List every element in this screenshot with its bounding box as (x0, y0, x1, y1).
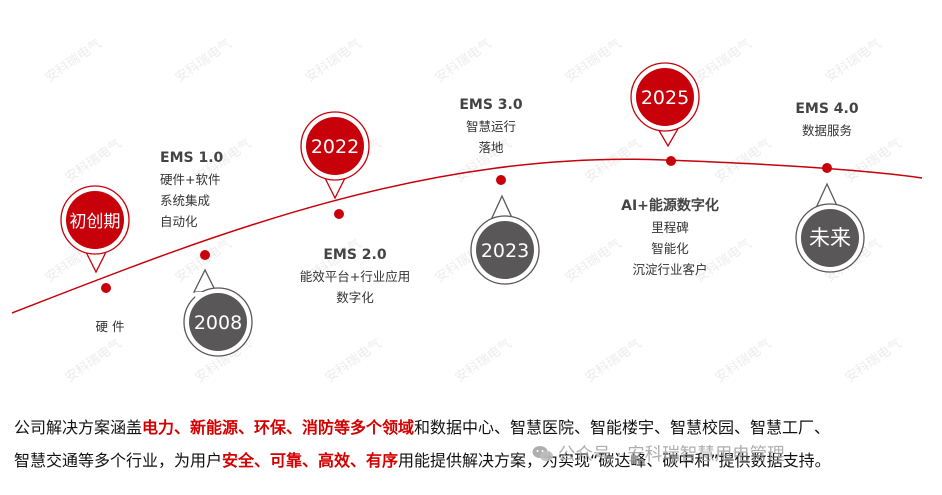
badge-label: 未来 (809, 226, 851, 250)
timeline-dot (334, 209, 344, 219)
milestone-line: 智慧运行 (465, 119, 516, 134)
milestone-title: EMS 3.0 (459, 97, 523, 113)
milestone-badge-future: 未来 (795, 182, 865, 273)
milestone-label-ems3: EMS 3.0 智慧运行 落地 (446, 95, 536, 158)
milestone-badge-2022: 2022 (300, 111, 370, 200)
milestone-title: EMS 4.0 (795, 101, 859, 117)
footer-part: 和数据中心、智慧医院、智能楼宇、智慧校园、智慧工厂、 (414, 418, 831, 437)
badge-label: 初创期 (70, 212, 121, 232)
wechat-icon (532, 446, 553, 462)
milestone-line: 智能化 (651, 241, 689, 256)
milestone-label-ems2: EMS 2.0 能效平台+行业应用 数字化 (280, 245, 430, 308)
footer-highlight: 电力、新能源、环保、消防等多个领域 (142, 418, 415, 437)
milestone-line: 里程碑 (651, 220, 689, 235)
timeline-dot (101, 283, 111, 293)
badge-label: 2022 (311, 136, 359, 158)
wechat-watermark-text: 公众号 · 安科瑞智慧用电管理 (558, 445, 785, 465)
markers-group: 初创期 2008 2022 2023 2025 未来 (60, 62, 865, 357)
milestone-badge-2023: 2023 (470, 194, 540, 285)
milestone-label-ems1: EMS 1.0 硬件+软件 系统集成 自动化 (160, 148, 250, 232)
badge-fill (66, 191, 124, 249)
footer-text: 公司解决方案涵盖电力、新能源、环保、消防等多个领域和数据中心、智慧医院、智能楼宇… (14, 411, 934, 477)
footer-highlight: 安全、可靠、高效、有序 (222, 451, 399, 470)
milestone-line: 系统集成 (160, 193, 211, 208)
milestone-label-ems4: EMS 4.0 数据服务 (782, 99, 872, 141)
milestone-badge-startup: 初创期 (60, 185, 130, 274)
timeline-dot (666, 156, 676, 166)
badge-label: 2008 (194, 312, 242, 334)
milestone-label-startup: 硬 件 (80, 316, 140, 337)
footer-part: 用能提供解决方案，为实现“碳达峰、碳中和”提供数据支持。 (398, 451, 831, 470)
badge-fill (189, 293, 247, 351)
milestone-line: 落地 (478, 140, 504, 155)
milestone-badge-2008: 2008 (183, 268, 253, 357)
milestone-title: AI+能源数字化 (621, 198, 719, 214)
milestone-title: EMS 1.0 (160, 150, 224, 166)
wechat-watermark: 公众号 · 安科瑞智慧用电管理 (532, 441, 785, 466)
timeline-dot (200, 250, 210, 260)
timeline-curve (11, 158, 923, 314)
timeline-diagram: 初创期 2008 2022 2023 2025 未来 (11, 62, 923, 357)
badge-label: 2025 (641, 87, 689, 109)
badge-fill (801, 209, 859, 267)
badge-fill (306, 117, 364, 175)
badge-joint (195, 292, 215, 298)
milestone-line: 硬件+软件 (160, 172, 221, 187)
badge-fill (636, 68, 694, 126)
milestone-label-ai: AI+能源数字化 里程碑 智能化 沉淀行业客户 (605, 196, 735, 280)
timeline-dot (496, 175, 506, 185)
footer-part: 智慧交通等多个行业，为用户 (14, 451, 223, 470)
milestone-title: EMS 2.0 (323, 247, 387, 263)
milestone-line: 能效平台+行业应用 (299, 269, 411, 284)
badge-label: 2023 (481, 240, 529, 262)
milestone-line: 数字化 (336, 290, 374, 305)
milestone-line: 数据服务 (801, 123, 852, 138)
milestone-line: 沉淀行业客户 (632, 262, 708, 277)
footer-part: 公司解决方案涵盖 (14, 418, 143, 437)
milestone-badge-2025: 2025 (630, 62, 700, 148)
milestone-line: 硬 件 (95, 319, 125, 334)
badge-fill (476, 221, 534, 279)
timeline-dot (822, 163, 832, 173)
milestone-line: 自动化 (160, 214, 198, 229)
